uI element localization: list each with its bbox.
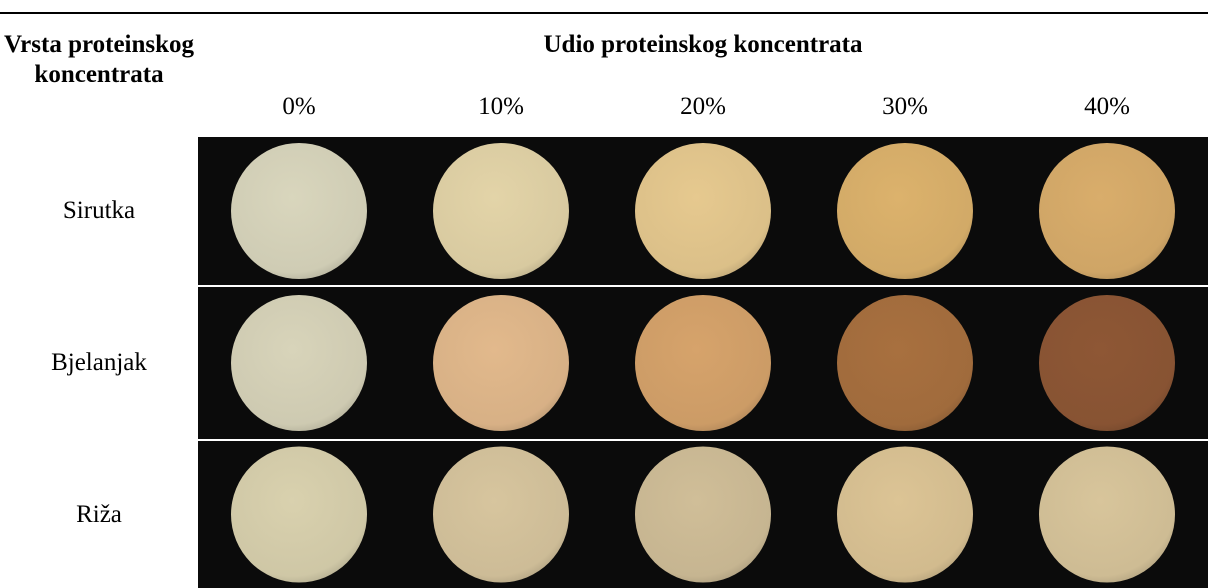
cookie bbox=[433, 446, 569, 583]
row-label: Sirutka bbox=[62, 197, 136, 224]
column-label: 30% bbox=[882, 93, 928, 120]
cookie bbox=[1039, 446, 1175, 583]
cookie bbox=[433, 143, 569, 279]
row-label: Bjelanjak bbox=[51, 349, 147, 376]
top-rule bbox=[0, 12, 1208, 14]
row-label: Riža bbox=[76, 500, 122, 528]
cookie bbox=[1039, 295, 1175, 431]
cookie bbox=[635, 446, 771, 583]
cookie bbox=[837, 295, 973, 431]
column-label: 40% bbox=[1084, 93, 1130, 120]
cookie bbox=[231, 446, 367, 583]
cookie bbox=[635, 143, 771, 279]
cookie bbox=[635, 295, 771, 431]
cookie bbox=[231, 295, 367, 431]
cookie bbox=[837, 143, 973, 279]
cookie bbox=[231, 143, 367, 279]
cookie bbox=[433, 295, 569, 431]
row-header: Vrsta proteinskog koncentrata bbox=[3, 31, 195, 88]
cookie bbox=[1039, 143, 1175, 279]
column-label: 20% bbox=[680, 93, 726, 120]
column-label: 10% bbox=[478, 93, 524, 120]
cookie bbox=[837, 446, 973, 583]
group-title: Udio proteinskog koncentrata bbox=[543, 31, 863, 58]
column-label: 0% bbox=[282, 93, 316, 120]
